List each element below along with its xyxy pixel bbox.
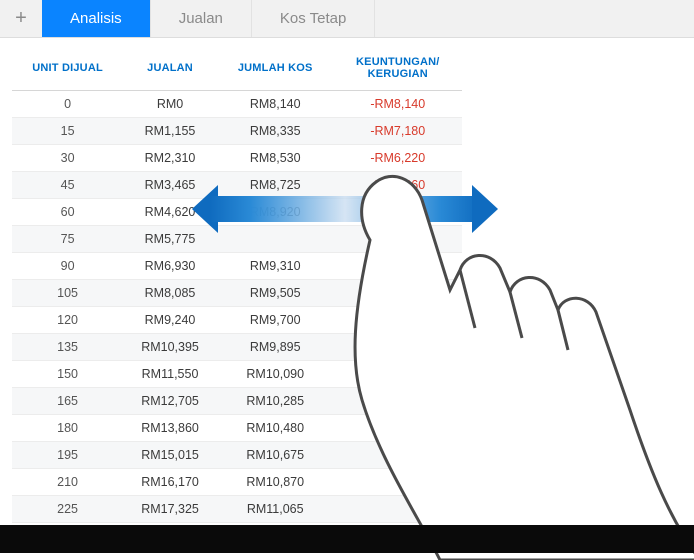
cell-kos: RM9,310 xyxy=(217,253,334,280)
table-row[interactable]: 120RM9,240RM9,700 xyxy=(12,307,462,334)
tab-kos-tetap[interactable]: Kos Tetap xyxy=(252,0,375,37)
cell-kos: RM8,725 xyxy=(217,172,334,199)
cell-jualan: RM10,395 xyxy=(123,334,217,361)
cell-untung xyxy=(334,280,462,307)
cell-unit: 0 xyxy=(12,91,123,118)
tab-bar: + Analisis Jualan Kos Tetap xyxy=(0,0,694,38)
table-row[interactable]: 210RM16,170RM10,870 xyxy=(12,469,462,496)
cell-kos: RM10,090 xyxy=(217,361,334,388)
cell-jualan: RM1,155 xyxy=(123,118,217,145)
cell-jualan: RM11,550 xyxy=(123,361,217,388)
cell-untung: 380 xyxy=(334,253,462,280)
table-row[interactable]: 165RM12,705RM10,285 xyxy=(12,388,462,415)
cell-unit: 180 xyxy=(12,415,123,442)
add-tab-button[interactable]: + xyxy=(0,0,42,37)
cell-unit: 225 xyxy=(12,496,123,523)
table-row[interactable]: 135RM10,395RM9,895 xyxy=(12,334,462,361)
cell-unit: 150 xyxy=(12,361,123,388)
cell-unit: 60 xyxy=(12,199,123,226)
cell-jualan: RM9,240 xyxy=(123,307,217,334)
col-header-untung: KEUNTUNGAN/ KERUGIAN xyxy=(334,48,462,91)
table-row[interactable]: 75RM5,775 xyxy=(12,226,462,253)
col-header-jualan: JUALAN xyxy=(123,48,217,91)
cell-kos: RM9,505 xyxy=(217,280,334,307)
cell-kos: RM9,895 xyxy=(217,334,334,361)
tab-analisis[interactable]: Analisis xyxy=(42,0,151,37)
table-row[interactable]: 30RM2,310RM8,530-RM6,220 xyxy=(12,145,462,172)
cell-unit: 30 xyxy=(12,145,123,172)
cell-kos: RM9,700 xyxy=(217,307,334,334)
col-header-unit: UNIT DIJUAL xyxy=(12,48,123,91)
cell-unit: 120 xyxy=(12,307,123,334)
table-row[interactable]: 195RM15,015RM10,675 xyxy=(12,442,462,469)
cell-jualan: RM13,860 xyxy=(123,415,217,442)
cell-unit: 210 xyxy=(12,469,123,496)
cell-untung: -RM4,300 xyxy=(334,199,462,226)
table-row[interactable]: 225RM17,325RM11,065 xyxy=(12,496,462,523)
cell-jualan: RM4,620 xyxy=(123,199,217,226)
cell-kos: RM8,335 xyxy=(217,118,334,145)
cell-untung xyxy=(334,496,462,523)
cell-untung xyxy=(334,415,462,442)
table-row[interactable]: 90RM6,930RM9,310380 xyxy=(12,253,462,280)
cell-untung: -RM7,180 xyxy=(334,118,462,145)
cell-jualan: RM8,085 xyxy=(123,280,217,307)
table-row[interactable]: 0RM0RM8,140-RM8,140 xyxy=(12,91,462,118)
cell-jualan: RM3,465 xyxy=(123,172,217,199)
table-row[interactable]: 150RM11,550RM10,090 xyxy=(12,361,462,388)
table-row[interactable]: 60RM4,620RM8,920-RM4,300 xyxy=(12,199,462,226)
cell-unit: 45 xyxy=(12,172,123,199)
cell-kos: RM10,480 xyxy=(217,415,334,442)
cell-unit: 75 xyxy=(12,226,123,253)
cell-untung xyxy=(334,361,462,388)
table-row[interactable]: 45RM3,465RM8,725-RM5,260 xyxy=(12,172,462,199)
cell-untung xyxy=(334,226,462,253)
col-header-kos: JUMLAH KOS xyxy=(217,48,334,91)
cell-untung: -RM6,220 xyxy=(334,145,462,172)
cell-unit: 105 xyxy=(12,280,123,307)
cell-untung xyxy=(334,469,462,496)
cell-untung xyxy=(334,442,462,469)
cell-jualan: RM16,170 xyxy=(123,469,217,496)
cell-jualan: RM15,015 xyxy=(123,442,217,469)
cell-jualan: RM17,325 xyxy=(123,496,217,523)
cell-kos: RM11,065 xyxy=(217,496,334,523)
cell-untung: -RM5,260 xyxy=(334,172,462,199)
cell-kos: RM8,920 xyxy=(217,199,334,226)
cell-untung xyxy=(334,307,462,334)
analysis-table-container[interactable]: UNIT DIJUAL JUALAN JUMLAH KOS KEUNTUNGAN… xyxy=(0,38,694,525)
cell-kos xyxy=(217,226,334,253)
cell-jualan: RM12,705 xyxy=(123,388,217,415)
cell-jualan: RM5,775 xyxy=(123,226,217,253)
bottom-shadow xyxy=(0,525,694,553)
cell-untung xyxy=(334,334,462,361)
cell-unit: 165 xyxy=(12,388,123,415)
cell-kos: RM10,870 xyxy=(217,469,334,496)
cell-jualan: RM6,930 xyxy=(123,253,217,280)
cell-unit: 135 xyxy=(12,334,123,361)
cell-kos: RM10,285 xyxy=(217,388,334,415)
table-row[interactable]: 105RM8,085RM9,505 xyxy=(12,280,462,307)
table-row[interactable]: 180RM13,860RM10,480 xyxy=(12,415,462,442)
cell-unit: 90 xyxy=(12,253,123,280)
cell-jualan: RM2,310 xyxy=(123,145,217,172)
cell-untung xyxy=(334,388,462,415)
cell-unit: 195 xyxy=(12,442,123,469)
analysis-table: UNIT DIJUAL JUALAN JUMLAH KOS KEUNTUNGAN… xyxy=(12,48,462,525)
cell-jualan: RM0 xyxy=(123,91,217,118)
tab-jualan[interactable]: Jualan xyxy=(151,0,252,37)
cell-unit: 15 xyxy=(12,118,123,145)
cell-kos: RM10,675 xyxy=(217,442,334,469)
cell-kos: RM8,530 xyxy=(217,145,334,172)
cell-kos: RM8,140 xyxy=(217,91,334,118)
cell-untung: -RM8,140 xyxy=(334,91,462,118)
table-row[interactable]: 15RM1,155RM8,335-RM7,180 xyxy=(12,118,462,145)
